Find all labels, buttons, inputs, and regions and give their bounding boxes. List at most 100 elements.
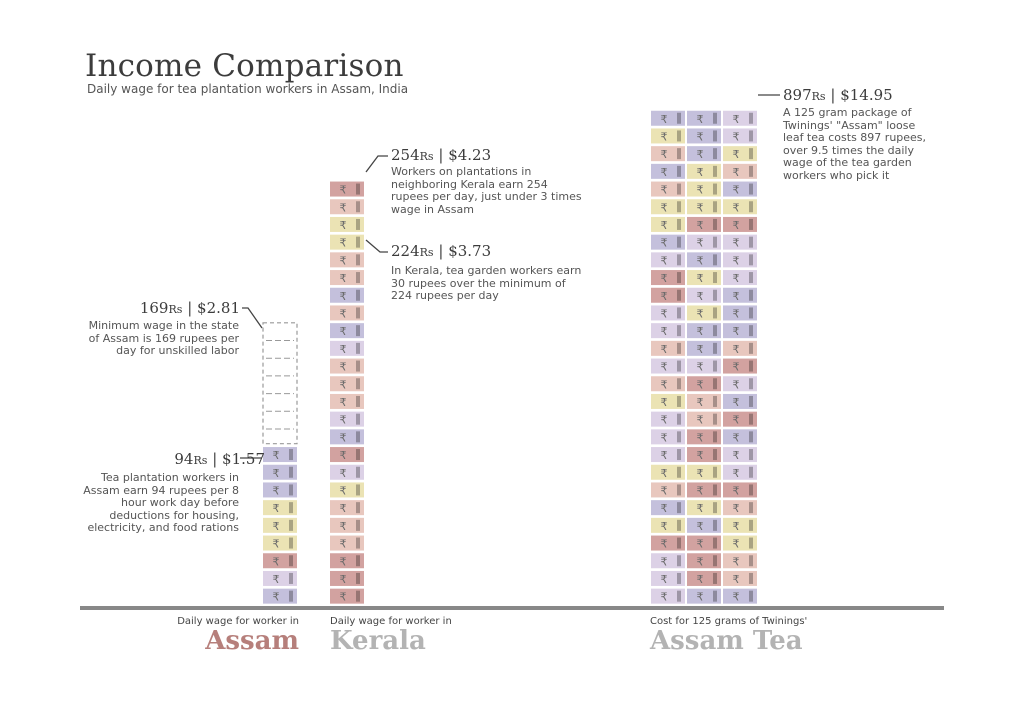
rupee-symbol: ₹ [340, 290, 347, 303]
annotation-lines [240, 94, 780, 459]
note-stripe [677, 218, 681, 230]
bar-assam-tea: ₹ ₹ ₹ ₹ ₹ ₹ ₹ ₹ ₹ ₹ ₹ ₹ ₹ ₹ ₹ ₹ ₹ ₹ ₹ ₹ ₹ ₹ ₹ ₹ ₹ ₹ ₹ ₹ ₹ ₹ ₹ ₹ ₹ ₹ ₹ ₹ ₹ ₹ ₹ ₹… [651, 110, 757, 604]
rupee-symbol: ₹ [273, 467, 280, 480]
rupee-note [723, 305, 757, 321]
note-stripe [749, 201, 753, 213]
rupee-note [687, 482, 721, 498]
rupee-note [330, 500, 364, 516]
rupee-note [687, 216, 721, 232]
rupee-note [687, 570, 721, 586]
note-stripe [713, 272, 717, 284]
note-stripe [713, 130, 717, 142]
rupee-note [651, 110, 685, 126]
rupee-symbol: ₹ [661, 201, 668, 214]
bar-assam: ₹ ₹ ₹ ₹ ₹ ₹ ₹ ₹ ₹ [263, 447, 297, 604]
note-stripe [677, 449, 681, 461]
rupee-symbol: ₹ [661, 467, 668, 480]
rupee-symbol: ₹ [697, 396, 704, 409]
note-stripe [356, 378, 360, 390]
rupee-symbol: ₹ [733, 573, 740, 586]
rupee-note [687, 128, 721, 144]
rupee-symbol: ₹ [733, 378, 740, 391]
note-stripe [677, 130, 681, 142]
rupee-symbol: ₹ [733, 449, 740, 462]
caption-assam-title: Assam [205, 626, 299, 656]
rupee-symbol: ₹ [340, 343, 347, 356]
rupee-note [687, 553, 721, 569]
rupee-symbol: ₹ [697, 219, 704, 232]
rupee-note [330, 429, 364, 445]
rupee-note [330, 588, 364, 604]
note-stripe [713, 112, 717, 124]
rupee-symbol: ₹ [661, 396, 668, 409]
annotation-head-kerala-min: 224Rs | $3.73 [391, 242, 492, 260]
note-stripe [749, 342, 753, 354]
rupee-symbol: ₹ [733, 148, 740, 161]
rupee-symbol: ₹ [697, 414, 704, 427]
rupee-note [687, 323, 721, 339]
note-stripe [713, 201, 717, 213]
rupee-note [651, 535, 685, 551]
rupee-note [651, 234, 685, 250]
rupee-symbol: ₹ [661, 414, 668, 427]
note-stripe [749, 165, 753, 177]
note-stripe [356, 360, 360, 372]
note-stripe [749, 325, 753, 337]
rupee-symbol: ₹ [340, 201, 347, 214]
rupee-note [723, 588, 757, 604]
rupee-symbol: ₹ [733, 237, 740, 250]
note-stripe [713, 165, 717, 177]
rupee-symbol: ₹ [733, 343, 740, 356]
rupee-symbol: ₹ [697, 538, 704, 551]
note-stripe [749, 289, 753, 301]
note-stripe [356, 466, 360, 478]
rupee-note [687, 181, 721, 197]
rupee-symbol: ₹ [661, 449, 668, 462]
rupee-symbol: ₹ [697, 484, 704, 497]
note-stripe [356, 218, 360, 230]
rupee-note [723, 216, 757, 232]
rupee-symbol: ₹ [733, 502, 740, 515]
rupee-symbol: ₹ [661, 237, 668, 250]
rupee-symbol: ₹ [273, 591, 280, 604]
rupee-symbol: ₹ [733, 254, 740, 267]
annotation-text-kerala: Workers on plantations in neighboring Ke… [391, 165, 582, 216]
note-stripe [289, 449, 293, 461]
note-stripe [356, 431, 360, 443]
rupee-symbol: ₹ [697, 307, 704, 320]
rupee-symbol: ₹ [697, 555, 704, 568]
caption-tea-title: Assam Tea [650, 626, 803, 656]
rupee-symbol: ₹ [733, 272, 740, 285]
rupee-symbol: ₹ [697, 166, 704, 179]
rupee-symbol: ₹ [340, 431, 347, 444]
note-stripe [749, 254, 753, 266]
rupee-note [330, 270, 364, 286]
rupee-symbol: ₹ [733, 591, 740, 604]
rupee-note [330, 234, 364, 250]
rupee-note [330, 393, 364, 409]
rupee-note [687, 270, 721, 286]
rupee-note [723, 411, 757, 427]
rupee-note [263, 553, 297, 569]
rupee-symbol: ₹ [273, 555, 280, 568]
rupee-symbol: ₹ [661, 219, 668, 232]
rupee-note [723, 447, 757, 463]
annotation-head-minimum: 169Rs | $2.81 [139, 299, 240, 317]
note-stripe [677, 201, 681, 213]
rupee-symbol: ₹ [697, 343, 704, 356]
rupee-note [330, 553, 364, 569]
note-stripe [749, 236, 753, 248]
rupee-symbol: ₹ [661, 343, 668, 356]
note-stripe [289, 519, 293, 531]
leader-line-kerala-min [365, 239, 388, 253]
note-stripe [289, 537, 293, 549]
note-stripe [289, 466, 293, 478]
rupee-note [651, 447, 685, 463]
rupee-note [651, 517, 685, 533]
note-stripe [289, 590, 293, 602]
note-stripe [749, 272, 753, 284]
note-stripe [677, 254, 681, 266]
leader-line-kerala [365, 155, 388, 173]
note-stripe [356, 572, 360, 584]
